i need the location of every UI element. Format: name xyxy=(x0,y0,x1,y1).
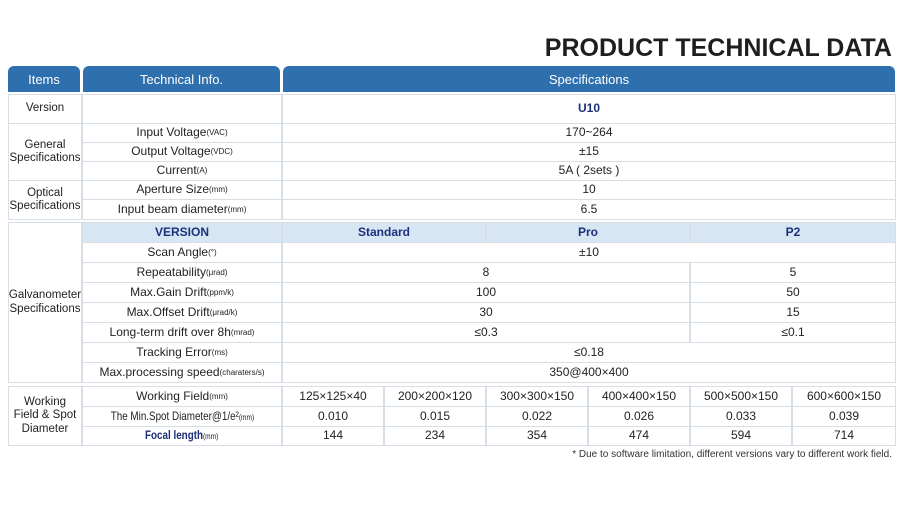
longterm-drift-std-pro: ≤0.3 xyxy=(283,323,689,342)
header-technical-info: Technical Info. xyxy=(83,66,280,92)
aperture-size-value: 10 xyxy=(283,181,895,199)
working-field-label: Working Field (mm) xyxy=(83,387,281,406)
version-standard: Standard xyxy=(283,223,485,242)
aperture-size-label: Aperture Size (mm) xyxy=(83,181,281,199)
focal-col-3: 354 xyxy=(487,427,587,445)
version-pro: Pro xyxy=(487,223,689,242)
longterm-drift-label: Long-term drift over 8h (mrad) xyxy=(83,323,281,342)
longterm-drift-p2: ≤0.1 xyxy=(691,323,895,342)
repeatability-std-pro: 8 xyxy=(283,263,689,282)
scan-angle-label: Scan Angle (°) xyxy=(83,243,281,262)
spot-diameter-label: The Min.Spot Diameter@1/e²(mm) xyxy=(83,407,281,426)
optical-label: Optical Specifications xyxy=(9,181,81,219)
footnote: * Due to software limitation, different … xyxy=(572,449,892,460)
field-col-1: 125×125×40 xyxy=(283,387,383,406)
focal-col-1: 144 xyxy=(283,427,383,445)
version-label: Version xyxy=(9,95,81,123)
input-beam-label: Input beam diameter (mm) xyxy=(83,200,281,219)
repeatability-label: Repeatability (μrad) xyxy=(83,263,281,282)
spot-col-2: 0.015 xyxy=(385,407,485,426)
spot-col-1: 0.010 xyxy=(283,407,383,426)
field-col-3: 300×300×150 xyxy=(487,387,587,406)
input-voltage-value: 170~264 xyxy=(283,124,895,142)
version-col-header: VERSION xyxy=(83,223,281,242)
focal-col-6: 714 xyxy=(793,427,895,445)
spot-col-4: 0.026 xyxy=(589,407,689,426)
field-col-6: 600×600×150 xyxy=(793,387,895,406)
header-items: Items xyxy=(8,66,80,92)
offset-drift-p2: 15 xyxy=(691,303,895,322)
spot-col-6: 0.039 xyxy=(793,407,895,426)
focal-length-label: Focal length(mm) xyxy=(83,427,281,445)
field-col-2: 200×200×120 xyxy=(385,387,485,406)
input-voltage-label: Input Voltage (VAC) xyxy=(83,124,281,142)
general-label: General Specifications xyxy=(9,124,81,180)
current-label: Current (A) xyxy=(83,162,281,180)
offset-drift-std-pro: 30 xyxy=(283,303,689,322)
field-label: Working Field & Spot Diameter xyxy=(9,387,81,445)
field-col-4: 400×400×150 xyxy=(589,387,689,406)
repeatability-p2: 5 xyxy=(691,263,895,282)
gain-drift-std-pro: 100 xyxy=(283,283,689,302)
gain-drift-label: Max.Gain Drift (ppm/k) xyxy=(83,283,281,302)
version-blank xyxy=(83,95,281,123)
gain-drift-p2: 50 xyxy=(691,283,895,302)
offset-drift-label: Max.Offset Drift (μrad/k) xyxy=(83,303,281,322)
output-voltage-label: Output Voltage (VDC) xyxy=(83,143,281,161)
focal-col-4: 474 xyxy=(589,427,689,445)
input-beam-value: 6.5 xyxy=(283,200,895,219)
spot-col-5: 0.033 xyxy=(691,407,791,426)
processing-speed-label: Max.processing speed (charaters/s) xyxy=(83,363,281,382)
tracking-error-label: Tracking Error (ms) xyxy=(83,343,281,362)
version-p2: P2 xyxy=(691,223,895,242)
header-specifications: Specifications xyxy=(283,66,895,92)
spot-col-3: 0.022 xyxy=(487,407,587,426)
focal-col-5: 594 xyxy=(691,427,791,445)
scan-angle-value: ±10 xyxy=(283,243,895,262)
page-title: PRODUCT TECHNICAL DATA xyxy=(544,34,892,62)
focal-col-2: 234 xyxy=(385,427,485,445)
galvo-label: Galvanometer Specifications xyxy=(9,223,81,382)
output-voltage-value: ±15 xyxy=(283,143,895,161)
tracking-error-value: ≤0.18 xyxy=(283,343,895,362)
field-col-5: 500×500×150 xyxy=(691,387,791,406)
version-value: U10 xyxy=(283,95,895,123)
processing-speed-value: 350@400×400 xyxy=(283,363,895,382)
current-value: 5A ( 2sets ) xyxy=(283,162,895,180)
